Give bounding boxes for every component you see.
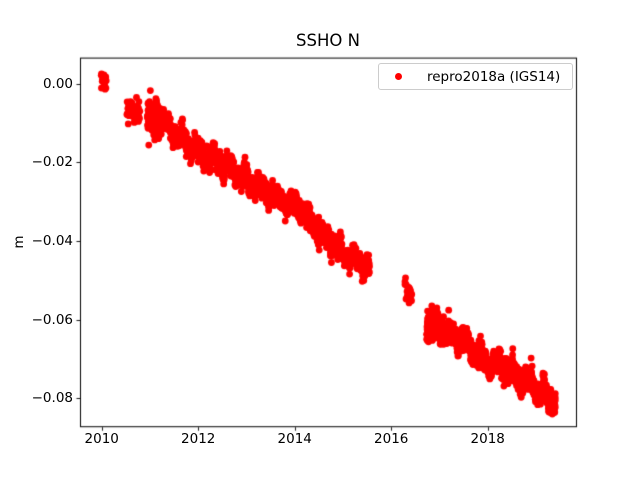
legend-label: repro2018a (IGS14) <box>427 68 561 85</box>
legend: repro2018a (IGS14) <box>378 63 573 90</box>
x-tick-label: 2010 <box>84 431 119 447</box>
y-tick-label: 0.00 <box>42 75 73 92</box>
y-tick-label: −0.06 <box>31 311 73 328</box>
x-tick-label: 2016 <box>374 431 409 447</box>
x-tick-label: 2012 <box>181 431 216 447</box>
x-tick-label: 2018 <box>470 431 505 447</box>
y-tick-label: −0.08 <box>31 390 73 407</box>
x-tick-label: 2014 <box>277 431 312 447</box>
y-tick-label: −0.04 <box>31 233 73 250</box>
chart-title: SSHO N <box>296 31 360 50</box>
y-tick-label: −0.02 <box>31 154 73 171</box>
legend-marker-dot <box>395 73 402 80</box>
